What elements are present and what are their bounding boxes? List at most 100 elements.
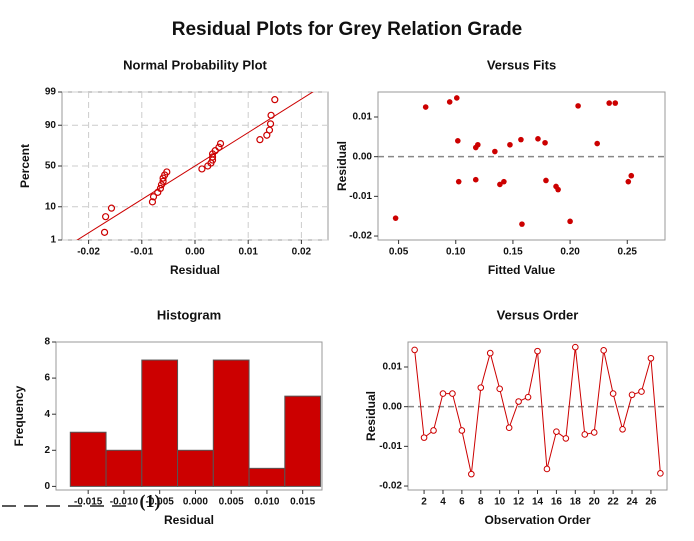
point xyxy=(606,100,613,106)
point xyxy=(458,427,466,434)
point xyxy=(208,153,217,161)
x-tick-label: -0.02 xyxy=(77,247,100,258)
panel-title: Histogram xyxy=(157,307,221,322)
bar xyxy=(69,431,107,487)
y-axis-label: Percent xyxy=(18,144,32,188)
x-tick-label: -0.005 xyxy=(146,497,175,508)
point xyxy=(449,390,456,397)
x-tick-label: 26 xyxy=(645,497,657,508)
point xyxy=(157,181,166,189)
plot-frame xyxy=(407,341,668,491)
bar xyxy=(177,449,214,487)
point xyxy=(524,393,532,401)
point xyxy=(256,136,264,144)
point xyxy=(430,427,437,434)
x-tick-label: 0.02 xyxy=(292,247,312,258)
x-tick-label: 0.25 xyxy=(618,247,638,258)
y-tick-label: -0.02 xyxy=(349,231,372,242)
point xyxy=(475,141,481,148)
x-tick-label: 2 xyxy=(421,497,427,508)
y-tick-label: 0.00 xyxy=(353,151,373,162)
x-tick-label: 14 xyxy=(532,497,544,508)
x-tick-label: 16 xyxy=(551,497,563,508)
point xyxy=(581,431,589,438)
bar xyxy=(212,359,250,487)
y-tick-label: 0.01 xyxy=(383,362,403,373)
caption: (1) xyxy=(140,491,161,512)
point xyxy=(149,193,158,201)
x-tick-label: 0.00 xyxy=(185,247,205,258)
y-tick-label: 10 xyxy=(45,201,57,212)
point xyxy=(501,178,507,185)
point xyxy=(198,165,206,173)
point xyxy=(542,139,548,146)
point xyxy=(163,168,171,176)
point xyxy=(657,470,664,477)
y-tick-label: -0.02 xyxy=(379,481,402,492)
point xyxy=(392,215,399,221)
point xyxy=(572,343,579,351)
point xyxy=(472,176,479,183)
point xyxy=(562,435,570,442)
y-tick-label: 6 xyxy=(44,373,50,384)
point xyxy=(446,99,453,105)
point xyxy=(535,136,541,142)
y-tick-label: 4 xyxy=(44,409,50,420)
point xyxy=(600,347,607,354)
bar xyxy=(141,359,179,487)
point xyxy=(215,143,223,151)
point xyxy=(102,213,110,221)
x-tick-label: 20 xyxy=(589,497,601,508)
line xyxy=(414,347,661,475)
point xyxy=(638,388,645,395)
y-tick-label: 90 xyxy=(45,120,57,131)
point xyxy=(507,141,513,148)
point xyxy=(159,177,167,185)
point xyxy=(271,96,279,104)
x-tick-label: 0.000 xyxy=(183,497,208,508)
y-axis-label: Residual xyxy=(364,391,378,441)
y-tick-label: 0.00 xyxy=(383,401,403,412)
y-tick-label: -0.01 xyxy=(379,441,402,452)
x-tick-label: 0.005 xyxy=(219,497,244,508)
y-tick-label: 0.01 xyxy=(353,112,373,123)
x-axis-label: Observation Order xyxy=(484,513,590,527)
point xyxy=(422,104,429,110)
x-tick-label: 0.015 xyxy=(290,497,315,508)
point xyxy=(534,347,541,355)
x-axis-label: Residual xyxy=(164,513,214,527)
x-axis-label: Fitted Value xyxy=(488,263,556,277)
point xyxy=(455,178,462,185)
point xyxy=(468,470,475,478)
y-tick-label: 50 xyxy=(45,161,57,172)
point xyxy=(543,465,551,473)
x-tick-label: 22 xyxy=(608,497,620,508)
point xyxy=(492,148,498,155)
point xyxy=(647,354,655,362)
point xyxy=(496,385,503,393)
point xyxy=(609,390,617,397)
x-tick-label: 24 xyxy=(626,497,638,508)
x-tick-label: 0.01 xyxy=(238,247,258,258)
x-tick-label: 12 xyxy=(513,497,525,508)
plot-frame xyxy=(55,341,323,491)
panel-title: Versus Order xyxy=(497,307,579,322)
point xyxy=(555,186,561,193)
bar xyxy=(105,449,143,487)
x-tick-label: 0.15 xyxy=(503,247,523,258)
point xyxy=(477,384,485,391)
x-tick-label: -0.015 xyxy=(74,497,103,508)
y-tick-label: 0 xyxy=(44,481,50,492)
point xyxy=(553,428,560,435)
panel-title: Versus Fits xyxy=(487,57,556,72)
x-axis-label: Residual xyxy=(170,263,220,277)
point xyxy=(567,218,573,225)
point xyxy=(439,390,447,397)
point xyxy=(497,181,503,188)
figure-title: Residual Plots for Grey Relation Grade xyxy=(172,19,523,40)
point xyxy=(625,178,632,185)
x-tick-label: 8 xyxy=(478,497,484,508)
y-axis-label: Residual xyxy=(335,141,349,191)
point xyxy=(515,398,522,405)
